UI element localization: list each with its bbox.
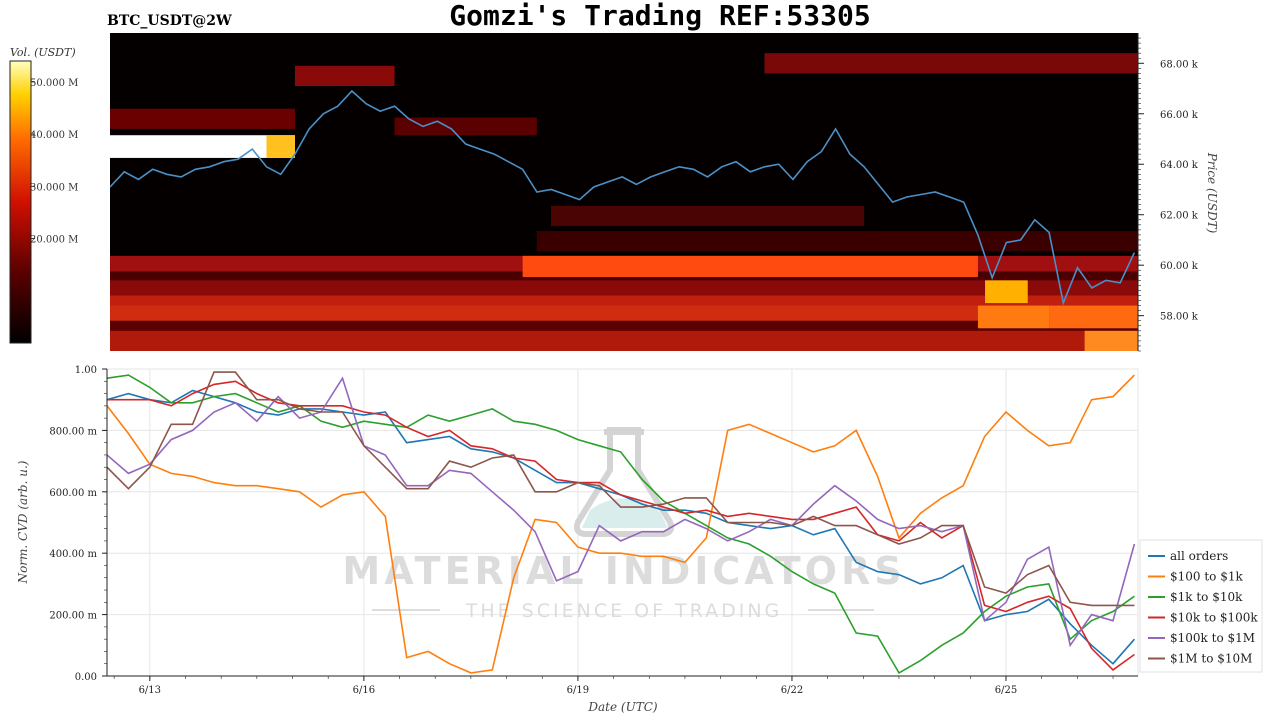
price-tick-label: 64.00 k	[1160, 160, 1199, 171]
x-tick-label: 6/22	[781, 685, 803, 696]
heatmap-band	[985, 280, 1028, 304]
heatmap-band	[266, 135, 295, 158]
series-line--1k-to-10k	[107, 374, 1135, 674]
price-axis: 58.00 k 60.00 k 62.00 k 64.00 k 66.00 k 68.00…	[1137, 33, 1199, 352]
heatmap-band	[551, 205, 865, 227]
series-line--100-to-1k	[107, 374, 1135, 674]
series-line--1m-to-10m	[107, 371, 1135, 607]
chart-title: Gomzi's Trading REF:53305	[449, 0, 870, 32]
price-line	[110, 89, 1136, 306]
cvd-y-tick-label: 400.00 m	[49, 549, 97, 560]
legend: all orders $100 to $1k $1k to $10k $10k to …	[1139, 539, 1263, 673]
heatmap-band	[110, 330, 1138, 351]
legend-item-label: $1k to $10k	[1170, 590, 1243, 604]
legend-item-label: all orders	[1170, 549, 1228, 563]
x-tick-label: 6/13	[139, 685, 161, 696]
heatmap-band	[1084, 330, 1138, 351]
cvd-y-tick-label: 600.00 m	[49, 488, 97, 499]
cvd-y-tick-label: 0.00	[75, 672, 97, 683]
heatmap-band	[522, 255, 978, 278]
pair-label: BTC_USDT@2W	[107, 13, 232, 29]
price-tick-label: 66.00 k	[1160, 110, 1199, 121]
heatmap-panel	[110, 33, 1138, 351]
price-tick-label: 62.00 k	[1160, 211, 1199, 222]
heatmap-band	[536, 231, 1138, 252]
heatmap-band	[294, 65, 395, 86]
legend-item-label: $1M to $10M	[1170, 652, 1252, 666]
watermark-sub: THE SCIENCE OF TRADING	[465, 600, 783, 622]
cvd-y-axis-label: Norm. CVD (arb. u.)	[16, 460, 30, 584]
heatmap-band	[764, 53, 1138, 74]
colorbar-ticks: 20.000 M 30.000 M 40.000 M 50.000 M	[30, 78, 78, 246]
price-tick-label: 68.00 k	[1160, 59, 1199, 70]
x-tick-label: 6/25	[995, 685, 1017, 696]
legend-item-label: $100k to $1M	[1170, 631, 1255, 645]
colorbar-tick-label: 30.000 M	[30, 182, 78, 193]
heatmap-band	[394, 117, 537, 136]
colorbar-label: Vol. (USDT)	[10, 46, 76, 59]
heatmap-band	[1049, 305, 1138, 329]
price-axis-label: Price (USDT)	[1205, 152, 1219, 234]
heatmap-band	[110, 108, 295, 129]
cvd-y-tick-label: 1.00	[75, 365, 97, 376]
cvd-y-tick-label: 200.00 m	[49, 611, 97, 622]
cvd-axes: 0.00 200.00 m 400.00 m 600.00 m 800.00 m 1.00…	[49, 365, 1138, 696]
x-tick-label: 6/16	[353, 685, 375, 696]
heatmap-band	[977, 305, 1050, 329]
cvd-y-tick-label: 800.00 m	[49, 426, 97, 437]
price-tick-label: 58.00 k	[1160, 312, 1199, 323]
colorbar	[9, 60, 32, 344]
colorbar-tick-label: 50.000 M	[30, 78, 78, 89]
price-tick-label: 60.00 k	[1160, 261, 1199, 272]
legend-box	[1139, 539, 1263, 673]
heatmap-cells	[110, 53, 1138, 351]
cvd-series	[107, 371, 1136, 674]
watermark-main: MATERIAL INDICATORS	[342, 549, 905, 593]
legend-item-label: $10k to $100k	[1170, 611, 1258, 625]
watermark: MATERIAL INDICATORS THE SCIENCE OF TRADI…	[342, 427, 905, 622]
colorbar-tick-label: 20.000 M	[30, 235, 78, 246]
colorbar-tick-label: 40.000 M	[30, 130, 78, 141]
x-tick-label: 6/19	[567, 685, 589, 696]
x-axis-label: Date (UTC)	[587, 700, 657, 714]
legend-item-label: $100 to $1k	[1170, 570, 1243, 584]
